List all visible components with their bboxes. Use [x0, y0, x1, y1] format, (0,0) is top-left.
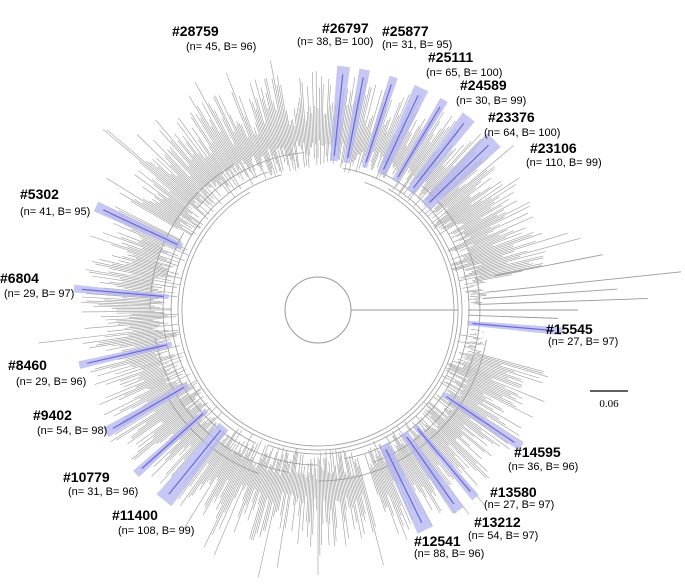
cluster-label-15545: #15545 [546, 321, 593, 337]
cluster-stats-26797: (n= 38, B= 100) [297, 36, 373, 48]
cluster-branch-25111 [382, 94, 419, 170]
cluster-highlight-6804 [73, 284, 169, 300]
cluster-branch-28759 [346, 77, 364, 158]
cluster-highlight-26797 [329, 65, 350, 162]
cluster-highlight-28759 [343, 68, 370, 164]
cluster-branch-12541 [385, 449, 423, 524]
cluster-branch-15545 [472, 322, 555, 332]
cluster-stats-14595: (n= 36, B= 96) [508, 461, 578, 473]
scale-bar: 0.06 [590, 390, 628, 410]
cluster-branch-9402 [112, 386, 185, 430]
cluster-label-13212: #13212 [474, 514, 521, 530]
cluster-highlight-25111 [377, 84, 429, 177]
long-branches [467, 254, 682, 319]
cluster-label-5302: #5302 [20, 186, 59, 202]
cluster-label-6804: #6804 [0, 270, 39, 286]
cluster-highlights [73, 65, 563, 534]
cluster-labels: #28759 (n= 45, B= 96) #26797(n= 38, B= 100… [0, 20, 618, 560]
cluster-branch-23106 [429, 144, 489, 203]
cluster-branch-8460 [86, 344, 168, 364]
circular-tree [38, 60, 682, 578]
cluster-branch-23376 [412, 122, 465, 189]
cluster-branch-11400 [168, 430, 221, 495]
cluster-label-25111: #25111 [428, 49, 473, 65]
cluster-label-13580: #13580 [490, 484, 537, 500]
cluster-stats-13212: (n= 54, B= 97) [468, 530, 538, 542]
cluster-stats-28759: (n= 45, B= 96) [186, 41, 256, 53]
cluster-branch-5302 [102, 209, 178, 246]
cluster-stats-23106: (n= 110, B= 99) [526, 157, 602, 169]
cluster-stats-12541: (n= 88, B= 96) [414, 548, 484, 560]
cluster-label-14595: #14595 [514, 444, 561, 460]
cluster-label-26797: #26797 [322, 20, 369, 36]
cluster-label-24589: #24589 [460, 77, 507, 93]
cluster-label-23376: #23376 [488, 109, 535, 125]
cluster-branch-6804 [81, 288, 164, 298]
cluster-stats-8460: (n= 29, B= 96) [16, 376, 86, 388]
cluster-stats-10779: (n= 31, B= 96) [68, 486, 138, 498]
cluster-label-25877: #25877 [382, 23, 429, 39]
cluster-stats-25877: (n= 31, B= 95) [382, 39, 452, 51]
cluster-stats-5302: (n= 41, B= 95) [20, 206, 90, 218]
cluster-stats-24589: (n= 30, B= 99) [456, 95, 526, 107]
cluster-branch-26797 [333, 74, 344, 156]
cluster-label-12541: #12541 [414, 533, 461, 549]
cluster-stats-23376: (n= 64, B= 100) [484, 127, 560, 139]
cluster-branch-25877 [365, 84, 392, 163]
cluster-stats-11400: (n= 108, B= 99) [118, 525, 194, 537]
cluster-highlight-12541 [379, 442, 433, 534]
cluster-stats-9402: (n= 54, B= 98) [37, 425, 107, 437]
cluster-label-11400: #11400 [112, 507, 158, 523]
root-circle [284, 276, 352, 344]
cluster-label-28759: #28759 [172, 23, 219, 39]
cluster-highlight-25877 [361, 75, 398, 169]
cluster-label-10779: #10779 [63, 469, 110, 485]
cluster-label-23106: #23106 [530, 140, 577, 156]
cluster-stats-13580: (n= 27, B= 97) [484, 499, 554, 511]
cluster-branch-13212 [406, 436, 455, 505]
cluster-branch-24589 [397, 106, 441, 178]
cluster-highlight-8460 [78, 341, 173, 369]
cluster-stats-25111: (n= 65, B= 100) [426, 67, 502, 79]
cluster-highlight-5302 [93, 201, 184, 250]
cluster-label-9402: #9402 [33, 407, 72, 423]
cluster-branch-13580 [417, 428, 471, 492]
cluster-branch-10779 [141, 413, 204, 470]
cluster-label-8460: #8460 [8, 357, 47, 373]
scale-bar-label: 0.06 [599, 398, 619, 410]
cluster-branch-14595 [446, 396, 515, 444]
cluster-stats-6804: (n= 29, B= 97) [4, 288, 74, 300]
cluster-highlight-15545 [467, 320, 563, 336]
cluster-stats-15545: (n= 27, B= 97) [548, 336, 618, 348]
